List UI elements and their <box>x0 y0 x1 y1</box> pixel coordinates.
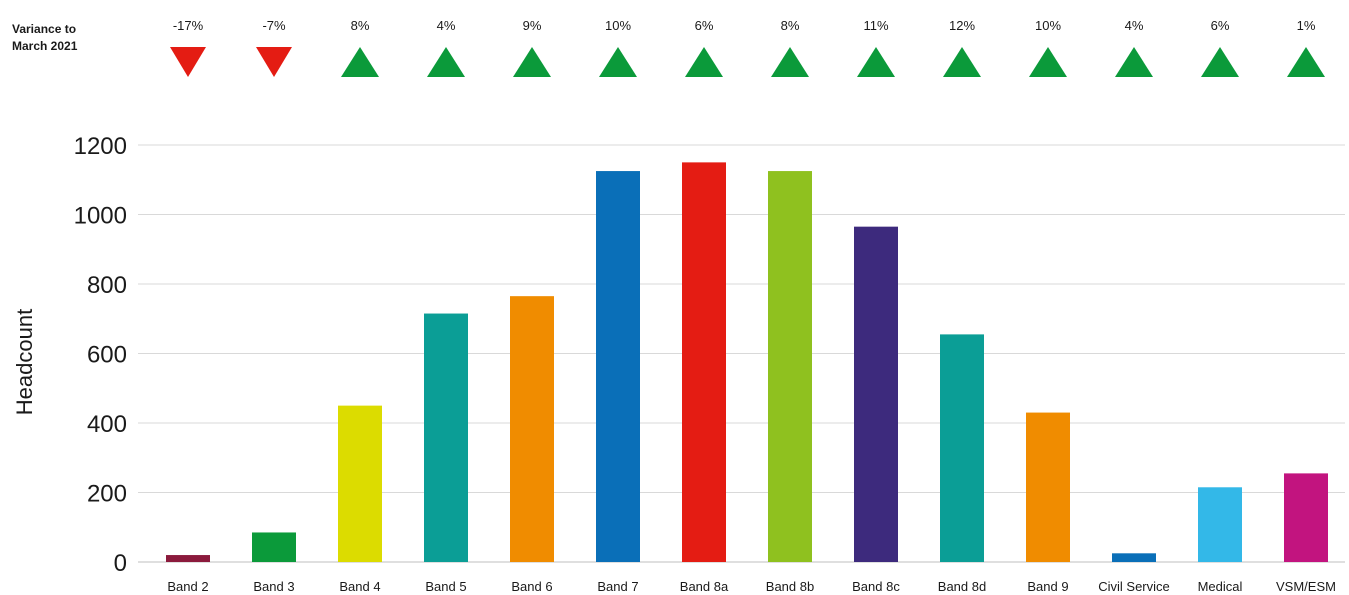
triangle-up-icon <box>771 47 809 77</box>
bar-band-7 <box>596 171 640 562</box>
triangle-up-icon <box>1115 47 1153 77</box>
y-tick-label: 600 <box>87 342 127 369</box>
y-tick-label: 200 <box>87 481 127 508</box>
x-tick-label: Band 9 <box>1027 579 1068 594</box>
bar-civil-service <box>1112 553 1156 562</box>
y-tick-label: 1000 <box>74 203 127 230</box>
bar-band-9 <box>1026 412 1070 562</box>
x-tick-label: Band 4 <box>339 579 380 594</box>
triangle-up-icon <box>1201 47 1239 77</box>
bar-vsm-esm <box>1284 473 1328 562</box>
triangle-up-icon <box>857 47 895 77</box>
triangle-down-icon <box>170 47 206 77</box>
bar-band-8d <box>940 334 984 562</box>
bar-band-2 <box>166 555 210 562</box>
y-tick-label: 400 <box>87 411 127 438</box>
variance-label: 10% <box>605 18 631 33</box>
bar-band-3 <box>252 532 296 562</box>
grid-layer <box>138 144 1345 563</box>
variance-label: 6% <box>1211 18 1230 33</box>
x-tick-label: Band 2 <box>167 579 208 594</box>
variance-label: 8% <box>781 18 800 33</box>
triangle-up-icon <box>513 47 551 77</box>
variance-label: 12% <box>949 18 975 33</box>
variance-label: 9% <box>523 18 542 33</box>
variance-label: 8% <box>351 18 370 33</box>
triangle-up-icon <box>685 47 723 77</box>
variance-label: -7% <box>262 18 286 33</box>
triangle-up-icon <box>943 47 981 77</box>
triangle-up-icon <box>1287 47 1325 77</box>
variance-label: 1% <box>1297 18 1316 33</box>
triangle-down-icon <box>256 47 292 77</box>
variance-row: -17% -7% 8% 4% 9% 10% 6% 8% 11% 12% 10% 4% 6% 1% <box>170 18 1325 77</box>
variance-label: 4% <box>1125 18 1144 33</box>
y-tick-label: 0 <box>114 550 127 577</box>
bar-band-4 <box>338 405 382 562</box>
x-tick-label: VSM/ESM <box>1276 579 1336 594</box>
x-tick-label: Band 3 <box>253 579 294 594</box>
triangle-up-icon <box>341 47 379 77</box>
x-tick-label: Civil Service <box>1098 579 1170 594</box>
x-tick-label: Medical <box>1198 579 1243 594</box>
y-axis-label: Headcount <box>12 309 37 415</box>
bar-band-5 <box>424 313 468 562</box>
bar-band-8c <box>854 226 898 562</box>
x-tick-label: Band 8d <box>938 579 986 594</box>
x-tick-label: Band 7 <box>597 579 638 594</box>
bar-medical <box>1198 487 1242 562</box>
variance-title-line2: March 2021 <box>12 39 78 53</box>
x-tick-label: Band 8a <box>680 579 729 594</box>
bar-band-8b <box>768 171 812 562</box>
triangle-up-icon <box>1029 47 1067 77</box>
variance-label: 6% <box>695 18 714 33</box>
variance-label: 4% <box>437 18 456 33</box>
x-axis-ticks: Band 2 Band 3 Band 4 Band 5 Band 6 Band 7 Band… <box>167 579 1336 594</box>
triangle-up-icon <box>427 47 465 77</box>
variance-title-line1: Variance to <box>12 22 76 36</box>
x-tick-label: Band 6 <box>511 579 552 594</box>
bar-band-8a <box>682 162 726 562</box>
triangle-up-icon <box>599 47 637 77</box>
x-tick-label: Band 5 <box>425 579 466 594</box>
y-tick-label: 1200 <box>74 133 127 160</box>
variance-label: 10% <box>1035 18 1061 33</box>
bar-band-6 <box>510 296 554 562</box>
y-axis-ticks: 0 200 400 600 800 1000 1200 <box>74 133 127 577</box>
x-tick-label: Band 8b <box>766 579 814 594</box>
x-tick-label: Band 8c <box>852 579 900 594</box>
y-tick-label: 800 <box>87 272 127 299</box>
bars <box>166 162 1328 562</box>
variance-label: -17% <box>173 18 204 33</box>
variance-label: 11% <box>863 18 888 33</box>
